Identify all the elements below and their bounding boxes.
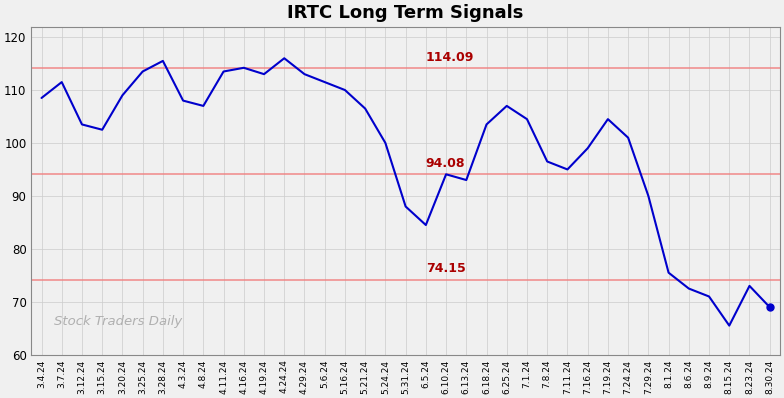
Text: 114.09: 114.09	[426, 51, 474, 64]
Text: 94.08: 94.08	[426, 156, 466, 170]
Text: Stock Traders Daily: Stock Traders Daily	[54, 316, 182, 328]
Title: IRTC Long Term Signals: IRTC Long Term Signals	[288, 4, 524, 22]
Text: 74.15: 74.15	[426, 262, 466, 275]
